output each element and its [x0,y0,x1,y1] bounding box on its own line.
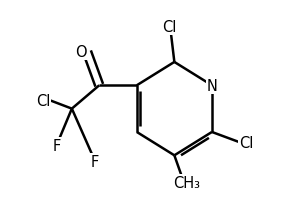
Text: O: O [75,45,87,60]
Text: CH₃: CH₃ [173,175,200,190]
Text: Cl: Cl [162,20,176,35]
Text: N: N [206,78,218,93]
Text: F: F [91,154,99,169]
Text: Cl: Cl [36,94,50,108]
Text: F: F [52,138,61,153]
Text: Cl: Cl [239,135,254,150]
